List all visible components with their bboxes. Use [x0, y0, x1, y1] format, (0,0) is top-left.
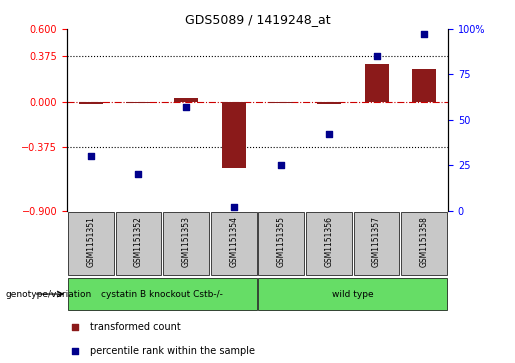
Point	[230, 204, 238, 210]
Bar	[365, 64, 388, 102]
Text: percentile rank within the sample: percentile rank within the sample	[90, 346, 255, 356]
Text: GSM1151356: GSM1151356	[324, 216, 333, 268]
Text: GSM1151355: GSM1151355	[277, 216, 286, 268]
Point	[372, 53, 381, 59]
Bar	[222, 102, 246, 168]
Point	[277, 162, 285, 168]
Bar	[68, 278, 256, 310]
Text: GSM1151353: GSM1151353	[182, 216, 191, 268]
Text: wild type: wild type	[332, 290, 373, 298]
Bar	[174, 98, 198, 102]
Point	[134, 171, 143, 177]
Bar	[317, 102, 341, 104]
Bar	[211, 212, 256, 274]
Text: GSM1151352: GSM1151352	[134, 216, 143, 267]
Point	[325, 131, 333, 137]
Bar	[127, 102, 150, 103]
Bar	[68, 212, 114, 274]
Bar	[269, 102, 293, 103]
Text: transformed count: transformed count	[90, 322, 181, 332]
Bar	[413, 69, 436, 102]
Bar	[401, 212, 447, 274]
Bar	[163, 212, 209, 274]
Bar	[259, 212, 304, 274]
Text: GSM1151354: GSM1151354	[229, 216, 238, 268]
Point	[71, 324, 79, 330]
Bar	[115, 212, 161, 274]
Bar	[354, 212, 400, 274]
Bar	[79, 102, 102, 104]
Point	[420, 32, 428, 37]
Bar	[259, 278, 447, 310]
Text: genotype/variation: genotype/variation	[5, 290, 91, 298]
Point	[182, 104, 190, 110]
Bar	[306, 212, 352, 274]
Point	[71, 348, 79, 354]
Title: GDS5089 / 1419248_at: GDS5089 / 1419248_at	[185, 13, 330, 26]
Text: GSM1151358: GSM1151358	[420, 216, 428, 267]
Point	[87, 153, 95, 159]
Text: GSM1151351: GSM1151351	[87, 216, 95, 267]
Text: GSM1151357: GSM1151357	[372, 216, 381, 268]
Text: cystatin B knockout Cstb-/-: cystatin B knockout Cstb-/-	[101, 290, 223, 298]
